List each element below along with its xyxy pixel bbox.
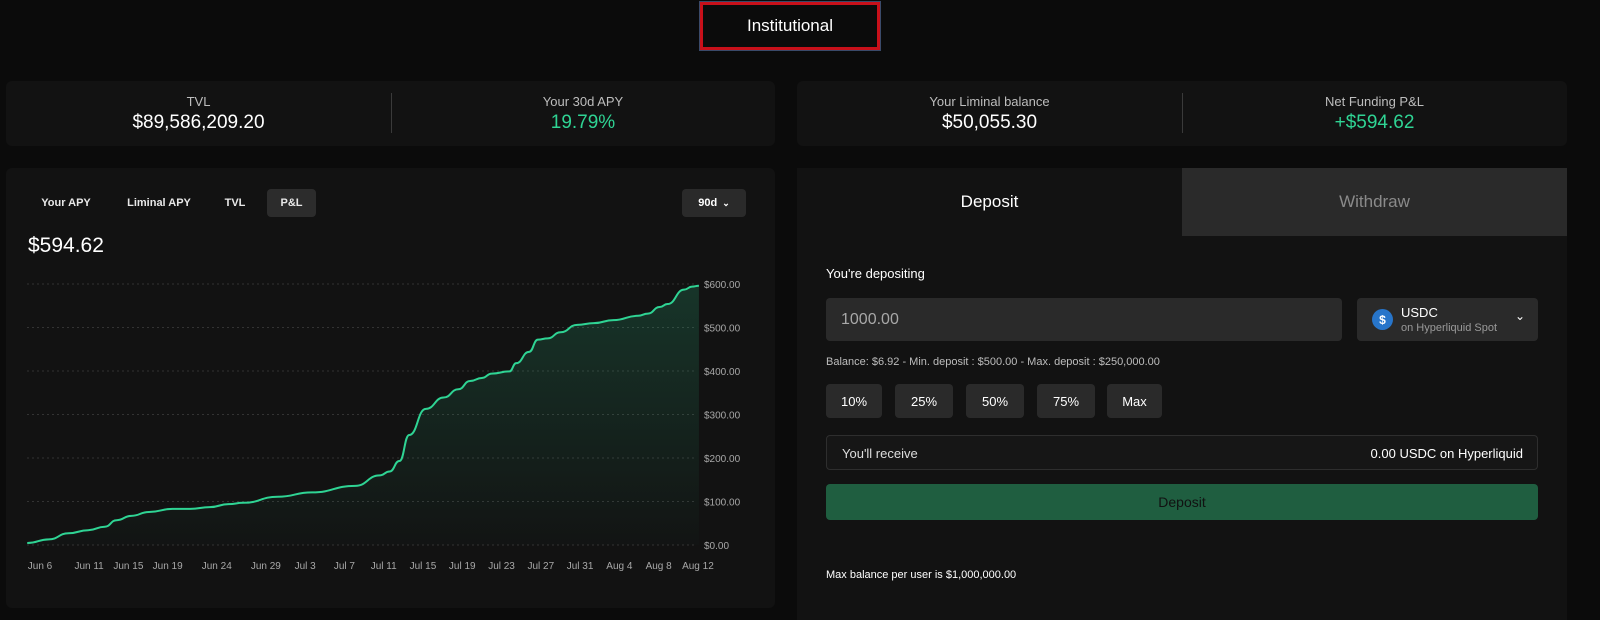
max-balance-note: Max balance per user is $1,000,000.00 [826,569,1017,581]
x-tick-label: Jul 15 [410,561,437,572]
percent-75-button[interactable]: 75% [1037,384,1095,418]
apy-stat: Your 30d APY 19.79% [391,81,775,146]
receive-label: You'll receive [842,446,918,461]
y-tick-label: $100.00 [704,498,741,509]
x-tick-label: Jun 24 [202,561,232,572]
range-select[interactable]: 90d ⌄ [682,189,746,217]
token-network: on Hyperliquid Spot [1401,322,1498,334]
x-tick-label: Jun 15 [113,561,143,572]
headline-value: $594.62 [28,234,104,257]
x-tick-label: Jul 31 [567,561,594,572]
x-tick-label: Jun 11 [74,561,104,572]
pnl-chart: $0.00 $100.00 $200.00 $300.00 $400.00 $500.00… [27,280,741,572]
range-value: 90d [698,197,718,209]
pnl-label: Net Funding P&L [1324,93,1424,109]
x-tick-label: Jun 19 [153,561,183,572]
y-tick-label: $600.00 [704,280,741,291]
x-tick-label: Jun 29 [251,561,281,572]
balance-label: Your Liminal balance [929,93,1050,109]
deposit-button[interactable]: Deposit [826,484,1538,520]
balance-value: $50,055.30 [941,111,1038,133]
stats-card-left: TVL $89,586,209.20 Your 30d APY 19.79% [6,81,775,146]
chevron-down-icon: ⌄ [722,197,730,208]
amount-input[interactable] [826,298,1342,341]
percent-10-button[interactable]: 10% [826,384,882,418]
x-tick-label: Aug 12 [682,561,714,572]
tab-deposit[interactable]: Deposit [797,168,1182,236]
x-tick-label: Jul 3 [295,561,317,572]
y-tick-label: $200.00 [704,454,741,465]
receive-box: You'll receive 0.00 USDC on Hyperliquid [826,435,1538,470]
tab-liminal-apy[interactable]: Liminal APY [127,197,191,209]
institutional-tab[interactable]: Institutional [699,1,881,51]
divider [391,93,392,133]
receive-value: 0.00 USDC on Hyperliquid [1370,446,1523,461]
tab-withdraw[interactable]: Withdraw [1182,168,1567,236]
apy-value: 19.79% [550,111,616,133]
x-tick-label: Jul 27 [527,561,554,572]
y-tick-label: $0.00 [704,541,729,552]
stats-card-right: Your Liminal balance $50,055.30 Net Fund… [797,81,1567,146]
token-symbol: USDC [1401,305,1438,320]
pnl-area [27,285,699,545]
chevron-down-icon: ⌄ [1515,309,1526,323]
token-select[interactable]: $ USDC on Hyperliquid Spot ⌄ [1357,298,1538,341]
usdc-icon: $ [1372,309,1393,330]
x-tick-label: Aug 8 [646,561,673,572]
x-tick-label: Jul 19 [449,561,476,572]
x-tick-label: Jun 6 [28,561,53,572]
percent-25-button[interactable]: 25% [895,384,953,418]
pnl-line [27,284,699,545]
pnl-stat: Net Funding P&L +$594.62 [1182,81,1567,146]
x-tick-label: Jul 7 [334,561,356,572]
limits-text: Balance: $6.92 - Min. deposit : $500.00 … [826,356,1160,368]
balance-stat: Your Liminal balance $50,055.30 [797,81,1182,146]
x-tick-label: Jul 23 [488,561,515,572]
institutional-label: Institutional [747,16,833,35]
pnl-value: +$594.62 [1334,111,1415,133]
percent-50-button[interactable]: 50% [966,384,1024,418]
tab-your-apy[interactable]: Your APY [41,197,91,209]
apy-label: Your 30d APY [542,93,624,109]
y-tick-label: $400.00 [704,367,741,378]
tvl-label: TVL [186,93,211,109]
divider [1182,93,1183,133]
x-tick-label: Jul 11 [371,561,397,572]
max-button[interactable]: Max [1107,384,1162,418]
tab-pnl[interactable]: P&L [267,189,316,217]
tab-tvl[interactable]: TVL [224,197,246,209]
amount-label: You're depositing [826,266,925,281]
y-tick-label: $500.00 [704,324,741,335]
tvl-value: $89,586,209.20 [132,111,265,133]
tvl-stat: TVL $89,586,209.20 [6,81,391,146]
x-tick-label: Aug 4 [606,561,633,572]
y-tick-label: $300.00 [704,411,741,422]
